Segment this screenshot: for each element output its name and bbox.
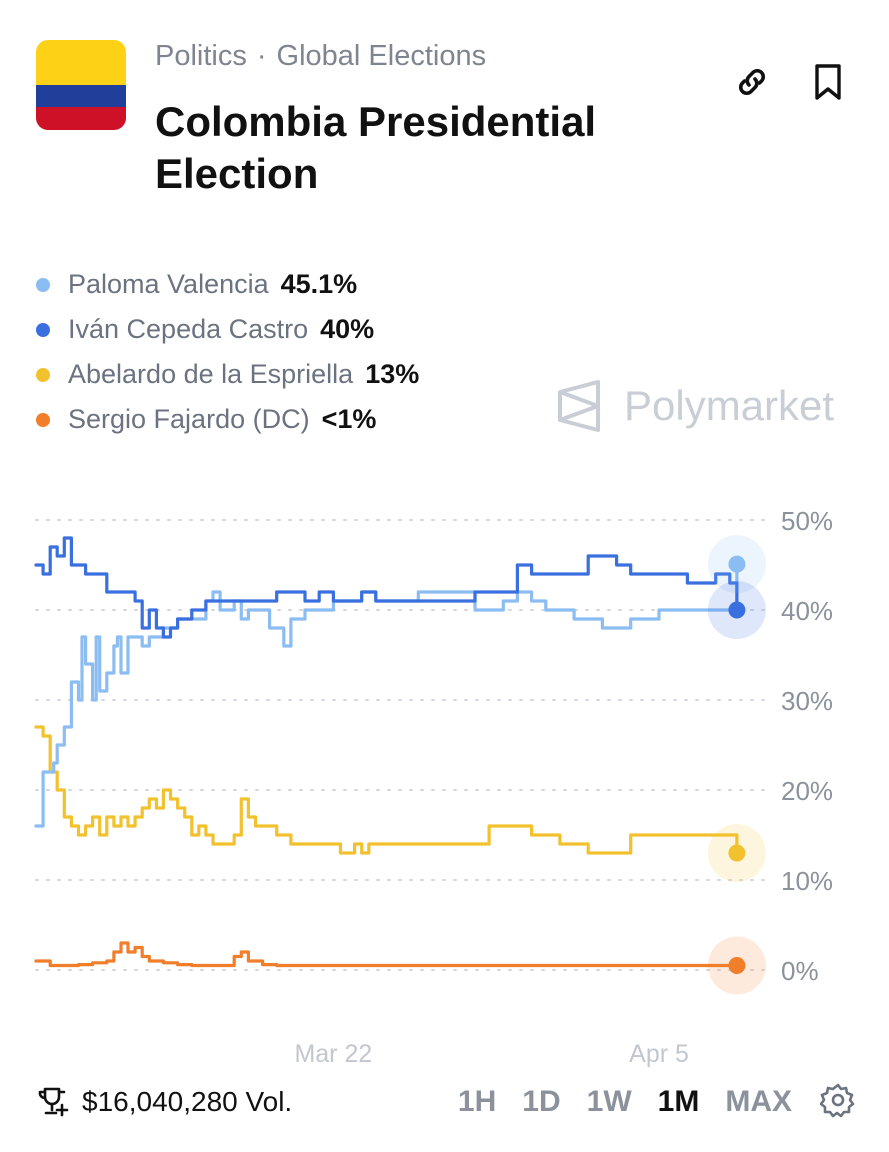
breadcrumb-subcategory[interactable]: Global Elections xyxy=(276,40,487,72)
legend-item-ivan: Iván Cepeda Castro 40% xyxy=(36,307,419,352)
legend-dot-sergio xyxy=(36,412,50,427)
legend-dot-ivan xyxy=(36,322,50,337)
page-title: Colombia Presidential Election xyxy=(155,98,597,197)
y-tick-label: 0% xyxy=(781,956,819,986)
series-end-marker xyxy=(728,601,746,619)
link-icon xyxy=(739,69,765,95)
y-tick-label: 40% xyxy=(781,596,833,626)
breadcrumb-category[interactable]: Politics xyxy=(155,40,247,72)
series-line xyxy=(34,725,739,855)
polymarket-watermark: Polymarket xyxy=(556,380,834,432)
legend-item-abelardo: Abelardo de la Espriella 13% xyxy=(36,352,419,397)
series-line xyxy=(34,941,739,968)
bookmark-icon xyxy=(815,64,841,100)
bookmark-button[interactable] xyxy=(806,60,850,104)
legend-name: Iván Cepeda Castro xyxy=(68,314,309,344)
y-tick-label: 10% xyxy=(781,866,833,896)
y-tick-label: 30% xyxy=(781,686,833,716)
flag-stripe-red xyxy=(36,107,126,130)
range-1h[interactable]: 1H xyxy=(457,1085,497,1118)
breadcrumb-separator: · xyxy=(256,40,267,72)
polymarket-logo-icon xyxy=(558,380,600,432)
legend-item-sergio: Sergio Fajardo (DC) <1% xyxy=(36,397,419,442)
legend-item-paloma: Paloma Valencia 45.1% xyxy=(36,262,419,307)
range-1d[interactable]: 1D xyxy=(522,1085,561,1118)
flag-stripe-blue xyxy=(36,85,126,107)
series-end-marker xyxy=(728,844,746,862)
legend-value: 40% xyxy=(320,314,375,344)
legend-dot-abelardo xyxy=(36,367,50,382)
range-max[interactable]: MAX xyxy=(725,1085,792,1118)
legend-name: Sergio Fajardo (DC) xyxy=(68,404,310,434)
copy-link-button[interactable] xyxy=(730,60,774,104)
legend-name: Paloma Valencia xyxy=(68,269,269,299)
chart-footer: $16,040,280 Vol. 1H 1D 1W 1M MAX xyxy=(36,1080,856,1124)
chart-settings-button[interactable] xyxy=(819,1082,856,1123)
series-end-marker xyxy=(728,957,746,974)
series-line xyxy=(34,536,739,639)
volume-info: $16,040,280 Vol. xyxy=(36,1085,292,1119)
legend-dot-paloma xyxy=(36,277,50,292)
trophy-icon xyxy=(38,1087,69,1117)
brand-name: Polymarket xyxy=(624,382,835,429)
legend-value: <1% xyxy=(321,404,377,434)
gear-icon xyxy=(819,1083,855,1117)
y-tick-label: 50% xyxy=(781,506,833,536)
volume-text: $16,040,280 Vol. xyxy=(82,1086,293,1117)
range-1w[interactable]: 1W xyxy=(586,1085,632,1118)
series-line xyxy=(34,562,739,828)
x-tick-label: Mar 22 xyxy=(294,1040,372,1068)
price-chart[interactable]: 0% 10% 20% 30% 40% 50% Mar 22 Apr 5 xyxy=(0,490,889,1080)
range-1m[interactable]: 1M xyxy=(657,1085,700,1118)
y-tick-label: 20% xyxy=(781,776,833,806)
flag-stripe-yellow xyxy=(36,40,126,85)
legend-value: 45.1% xyxy=(280,269,358,299)
chart-legend: Paloma Valencia 45.1% Iván Cepeda Castro… xyxy=(36,262,419,442)
breadcrumb: Politics · Global Elections xyxy=(155,40,486,73)
series-end-marker xyxy=(728,555,746,573)
x-tick-label: Apr 5 xyxy=(629,1040,689,1068)
legend-value: 13% xyxy=(365,359,420,389)
range-selector: 1H 1D 1W 1M MAX xyxy=(432,1082,856,1123)
legend-name: Abelardo de la Espriella xyxy=(68,359,354,389)
colombia-flag-icon xyxy=(36,40,126,130)
